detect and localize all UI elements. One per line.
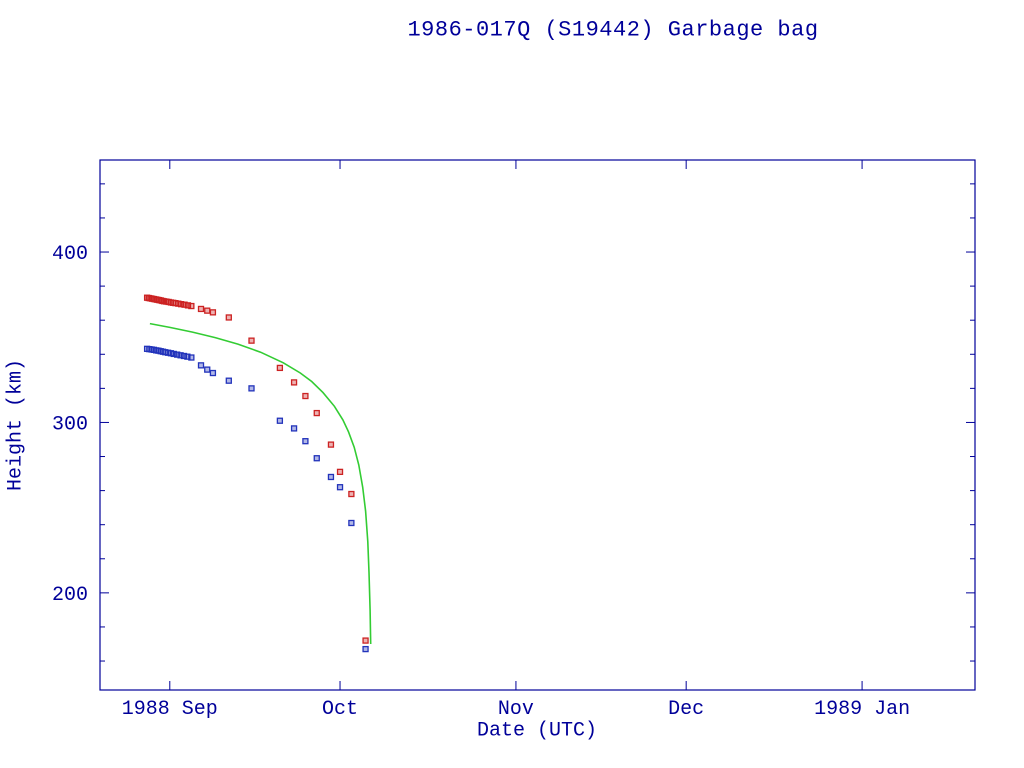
data-point-apogee xyxy=(313,409,320,417)
data-point-apogee xyxy=(177,301,185,308)
data-point-apogee xyxy=(248,337,255,344)
data-point-apogee xyxy=(204,307,211,314)
data-point-perigee xyxy=(177,352,184,359)
x-tick-label: 1988 Sep xyxy=(122,698,218,721)
data-point-perigee xyxy=(209,369,217,377)
data-point-apogee xyxy=(348,490,355,498)
x-tick-label: Dec xyxy=(668,698,704,721)
x-tick-label: Oct xyxy=(322,698,358,721)
x-tick-label: 1989 Jan xyxy=(814,698,910,721)
data-point-perigee xyxy=(184,353,191,360)
data-point-apogee xyxy=(290,379,298,386)
x-tick-label: Nov xyxy=(498,698,534,721)
data-point-perigee xyxy=(174,351,181,358)
data-point-perigee xyxy=(204,366,211,373)
data-point-apogee xyxy=(181,301,188,308)
data-point-apogee xyxy=(336,468,344,476)
data-point-apogee xyxy=(327,441,335,448)
data-point-perigee xyxy=(336,484,344,491)
data-point-perigee xyxy=(225,377,232,384)
data-point-perigee xyxy=(248,385,255,392)
data-point-apogee xyxy=(302,392,309,400)
data-point-apogee xyxy=(184,302,192,309)
data-point-apogee xyxy=(197,305,205,313)
data-point-perigee xyxy=(313,455,320,462)
data-point-perigee xyxy=(348,519,355,527)
data-point-apogee xyxy=(188,302,195,310)
data-point-apogee xyxy=(225,314,232,321)
data-point-perigee xyxy=(197,362,205,369)
data-point-perigee xyxy=(362,645,369,653)
series-line-model xyxy=(149,322,372,645)
x-axis-label: Date (UTC) xyxy=(476,719,598,743)
data-point-perigee xyxy=(327,473,335,481)
data-point-perigee xyxy=(290,425,298,432)
data-point-perigee xyxy=(188,354,195,361)
data-point-apogee xyxy=(209,309,217,316)
data-point-apogee xyxy=(276,364,284,372)
y-tick-label: 300 xyxy=(52,413,88,436)
chart-title: 1986-017Q (S19442) Garbage bag xyxy=(407,17,819,43)
data-point-perigee xyxy=(276,417,284,424)
data-point-perigee xyxy=(180,352,188,360)
data-point-perigee xyxy=(170,350,177,358)
y-tick-label: 200 xyxy=(52,584,88,607)
data-point-apogee xyxy=(362,637,369,644)
plot-frame xyxy=(99,159,976,691)
data-point-perigee xyxy=(302,438,309,445)
y-tick-label: 400 xyxy=(52,243,88,266)
